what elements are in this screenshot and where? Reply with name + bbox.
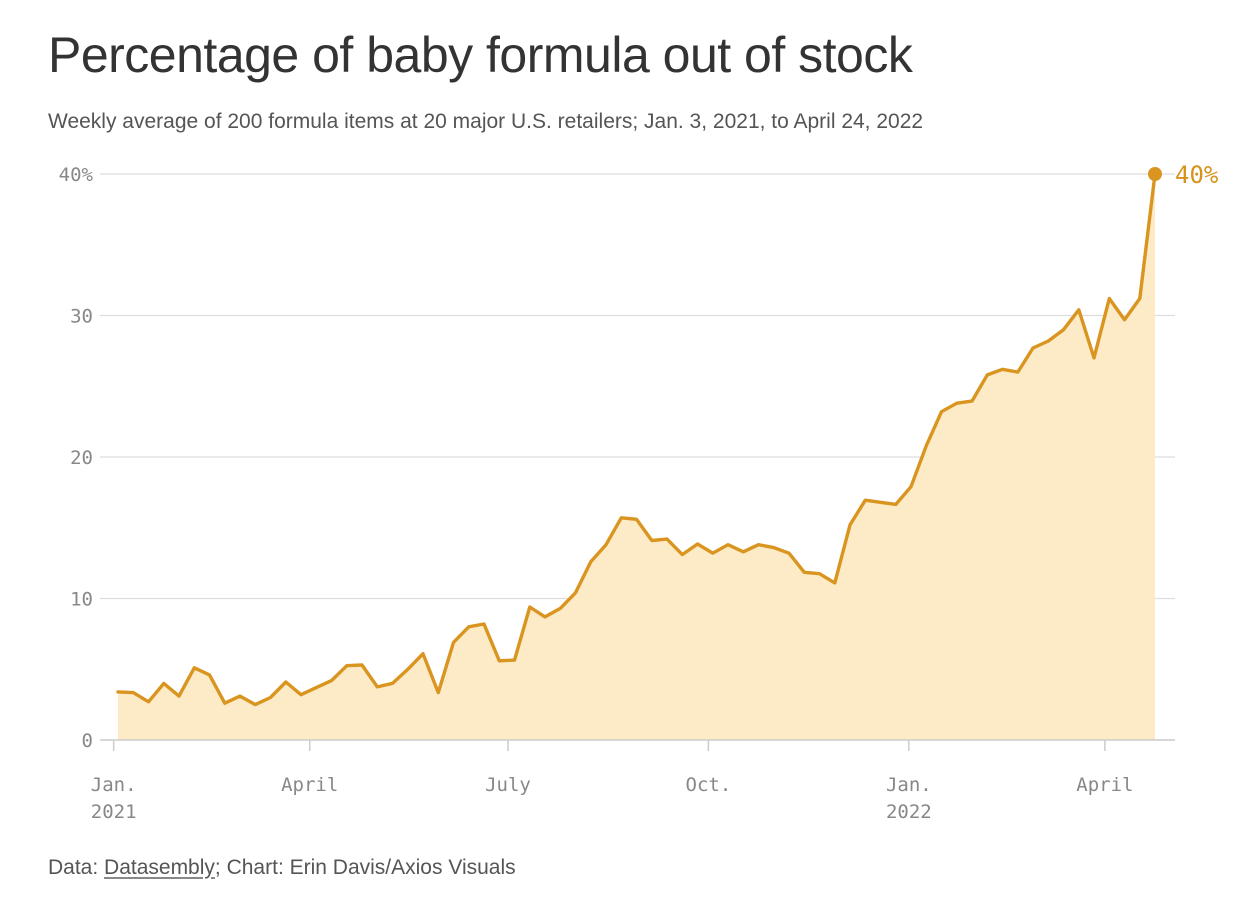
data-point-6 — [208, 673, 211, 676]
data-point-47 — [833, 581, 836, 584]
data-point-43 — [772, 546, 775, 549]
data-point-28 — [544, 615, 547, 618]
chart-title: Percentage of baby formula out of stock — [48, 27, 913, 83]
data-point-36 — [666, 538, 669, 541]
data-point-27 — [528, 606, 531, 609]
data-point-57 — [986, 373, 989, 376]
data-point-66 — [1123, 318, 1126, 321]
data-point-51 — [894, 503, 897, 506]
data-point-65 — [1108, 297, 1111, 300]
data-point-25 — [498, 659, 501, 662]
data-point-30 — [574, 591, 577, 594]
data-point-9 — [254, 703, 257, 706]
y-tick-label-40: 40% — [59, 164, 94, 186]
data-point-45 — [803, 571, 806, 574]
data-point-42 — [757, 543, 760, 546]
area-layer — [118, 174, 1155, 740]
x-tick-label-2-0: July — [485, 774, 531, 796]
data-point-55 — [955, 402, 958, 405]
data-point-26 — [513, 659, 516, 662]
data-point-8 — [239, 695, 242, 698]
end-value-label: 40% — [1175, 161, 1219, 189]
data-point-34 — [635, 518, 638, 521]
data-point-56 — [971, 400, 974, 403]
x-tick-label-3-0: Oct. — [686, 774, 732, 796]
end-label-layer: 40% — [1175, 161, 1219, 189]
data-point-23 — [467, 625, 470, 628]
data-point-58 — [1001, 368, 1004, 371]
data-point-11 — [284, 681, 287, 684]
data-point-7 — [223, 702, 226, 705]
chart-subtitle: Weekly average of 200 formula items at 2… — [48, 110, 924, 133]
data-point-18 — [391, 682, 394, 685]
data-point-14 — [330, 679, 333, 682]
data-point-2 — [147, 700, 150, 703]
data-point-37 — [681, 553, 684, 556]
data-point-21 — [437, 691, 440, 694]
source-link[interactable]: Datasembly — [104, 856, 215, 879]
end-point — [1148, 167, 1162, 181]
data-point-61 — [1047, 340, 1050, 343]
data-point-33 — [620, 516, 623, 519]
line-layer — [116, 172, 1157, 707]
data-point-39 — [711, 552, 714, 555]
data-point-60 — [1032, 347, 1035, 350]
data-point-41 — [742, 550, 745, 553]
data-point-16 — [361, 664, 364, 667]
data-point-19 — [406, 668, 409, 671]
data-point-59 — [1016, 371, 1019, 374]
data-point-24 — [483, 623, 486, 626]
data-point-5 — [193, 666, 196, 669]
data-point-62 — [1062, 328, 1065, 331]
x-tick-label-0-1: 2021 — [91, 801, 137, 823]
data-point-35 — [650, 539, 653, 542]
x-tick-label-1-0: April — [281, 774, 338, 796]
data-point-67 — [1138, 297, 1141, 300]
y-tick-label-30: 30 — [70, 306, 93, 328]
y-tick-label-10: 10 — [70, 589, 93, 611]
x-tick-label-4-1: 2022 — [886, 801, 932, 823]
data-point-0 — [117, 690, 120, 693]
footer-suffix: ; Chart: Erin Davis/Axios Visuals — [214, 856, 516, 879]
data-point-53 — [925, 444, 928, 447]
data-point-38 — [696, 543, 699, 546]
data-point-44 — [788, 552, 791, 555]
footer-prefix: Data: — [48, 856, 105, 879]
series-line — [116, 172, 1157, 707]
data-point-20 — [422, 652, 425, 655]
data-point-48 — [849, 523, 852, 526]
data-point-50 — [879, 501, 882, 504]
x-tick-label-5-0: April — [1076, 774, 1133, 796]
data-point-64 — [1093, 356, 1096, 359]
data-point-3 — [162, 682, 165, 685]
data-point-32 — [605, 543, 608, 546]
data-point-15 — [345, 664, 348, 667]
data-point-46 — [818, 572, 821, 575]
y-tick-label-0: 0 — [82, 730, 93, 752]
data-point-12 — [300, 693, 303, 696]
x-axis-ticks: Jan. 2021 April July Oct. Jan. 2022 April — [91, 740, 1133, 823]
y-tick-label-20: 20 — [70, 447, 93, 469]
x-tick-label-0-0: Jan. — [91, 774, 137, 796]
data-point-1 — [132, 691, 135, 694]
chart-footer: Data: Datasembly; Chart: Erin Davis/Axio… — [48, 856, 516, 880]
y-axis: 0 10 20 30 40% — [59, 164, 94, 752]
data-point-49 — [864, 499, 867, 502]
data-point-54 — [940, 410, 943, 413]
data-point-17 — [376, 685, 379, 688]
data-point-40 — [727, 543, 730, 546]
point-layer — [117, 167, 1162, 706]
data-point-31 — [589, 560, 592, 563]
area-fill — [118, 174, 1155, 740]
data-point-52 — [910, 485, 913, 488]
data-point-22 — [452, 641, 455, 644]
x-tick-label-4-0: Jan. — [886, 774, 932, 796]
data-point-29 — [559, 607, 562, 610]
data-point-10 — [269, 696, 272, 699]
data-point-13 — [315, 686, 318, 689]
data-point-4 — [178, 695, 181, 698]
data-point-63 — [1077, 308, 1080, 311]
